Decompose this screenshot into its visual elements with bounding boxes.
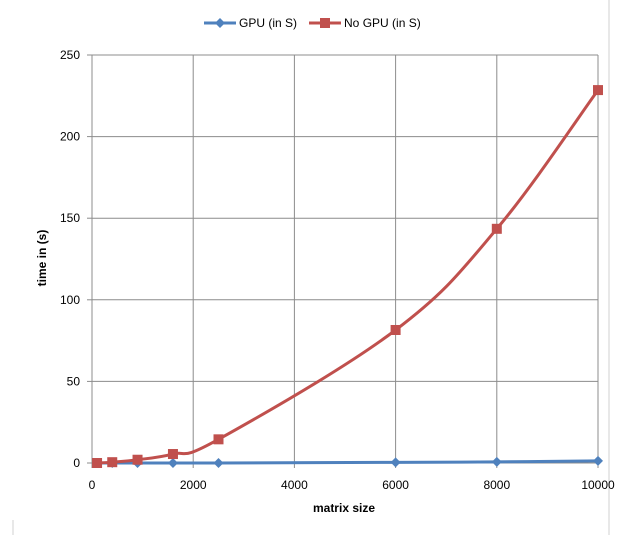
data-point-no-gpu <box>92 458 103 468</box>
x-tick-label: 8000 <box>483 478 510 492</box>
data-point-no-gpu <box>213 434 224 445</box>
y-tick-label: 150 <box>60 211 80 225</box>
data-point-gpu <box>491 456 502 467</box>
data-point-gpu <box>593 455 603 466</box>
data-point-no-gpu <box>132 454 143 465</box>
x-axis-title: matrix size <box>313 501 375 515</box>
x-tick-label: 2000 <box>180 478 207 492</box>
series-layer <box>92 85 603 468</box>
data-point-no-gpu <box>390 324 401 335</box>
legend-item-gpu: GPU (in S) <box>204 16 297 30</box>
x-tick-label: 0 <box>89 478 96 492</box>
y-axis-title: time in (s) <box>35 230 49 287</box>
legend-swatch-no-gpu-icon <box>309 18 342 28</box>
legend-swatch-gpu-icon <box>204 18 236 28</box>
axis-layer: 0 50 100 150 200 250 0 2000 4000 6000 8000 10000 <box>60 48 615 492</box>
legend-label-no-gpu: No GPU (in S) <box>344 16 421 30</box>
y-tick-label: 100 <box>60 293 80 307</box>
legend-item-no-gpu: No GPU (in S) <box>309 16 421 30</box>
data-point-gpu <box>213 458 224 468</box>
y-tick-label: 200 <box>60 130 80 144</box>
y-tick-label: 250 <box>60 48 80 62</box>
x-tick-label: 10000 <box>581 478 615 492</box>
legend: GPU (in S) No GPU (in S) <box>204 16 433 30</box>
data-point-no-gpu <box>593 85 603 96</box>
data-point-no-gpu <box>167 449 178 460</box>
data-point-no-gpu <box>491 223 502 234</box>
x-tick-label: 6000 <box>382 478 409 492</box>
legend-label-gpu: GPU (in S) <box>239 16 298 30</box>
grid-layer <box>91 54 599 464</box>
data-point-no-gpu <box>107 457 118 468</box>
data-point-gpu <box>167 458 178 468</box>
data-point-gpu <box>390 457 401 468</box>
series-line-1 <box>96 89 600 465</box>
y-tick-label: 50 <box>67 374 81 388</box>
y-tick-label: 0 <box>73 456 80 470</box>
x-tick-label: 4000 <box>281 478 308 492</box>
